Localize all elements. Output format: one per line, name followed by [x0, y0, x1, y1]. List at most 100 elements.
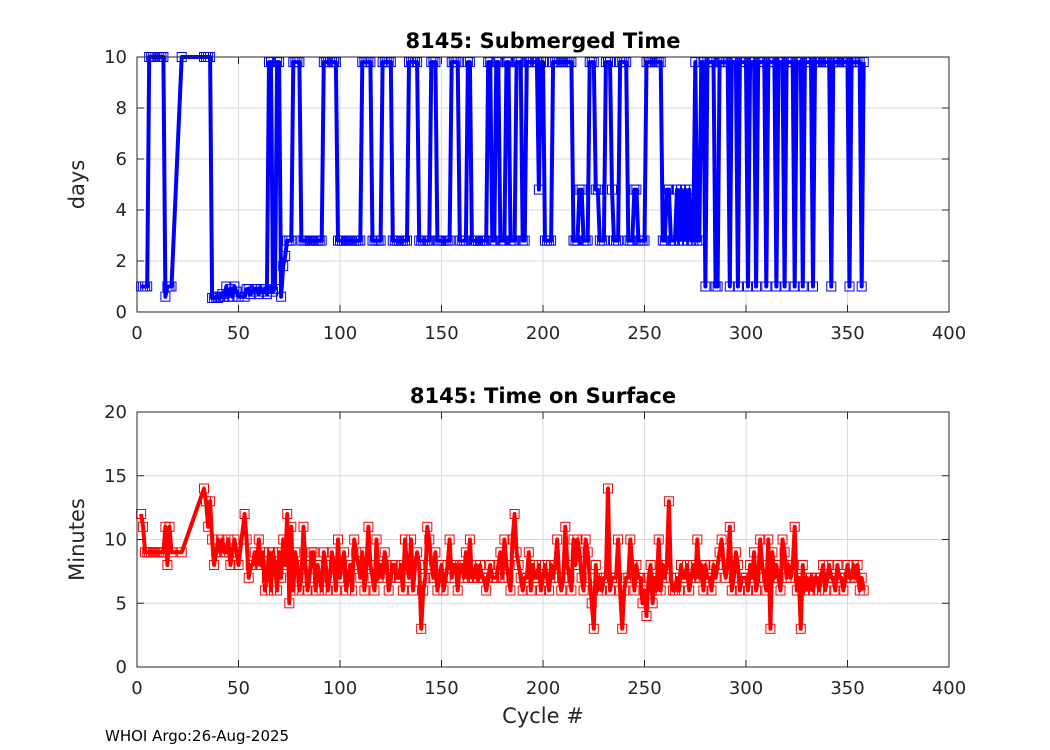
surface-time-data-point — [278, 534, 289, 545]
surface-time-data-point — [412, 547, 423, 558]
submerged-time-ytick-label: 0 — [116, 302, 127, 323]
surface-time-data-point — [814, 585, 825, 596]
surface-time-data-point — [560, 521, 571, 532]
surface-time-data-point — [550, 560, 561, 570]
surface-time-data-point — [507, 534, 518, 545]
submerged-time-data-point — [533, 184, 544, 195]
surface-time-data-point — [734, 585, 745, 596]
submerged-time-data-point — [761, 281, 772, 292]
surface-time-data-point — [548, 572, 559, 583]
surface-time-data-point — [767, 547, 778, 558]
surface-time-xtick-label: 350 — [830, 678, 864, 699]
submerged-time-data-point — [280, 250, 291, 261]
submerged-time-data-point — [402, 235, 412, 246]
surface-time-data-point — [556, 585, 567, 596]
surface-time-data-point — [540, 560, 550, 570]
submerged-time-data-point — [519, 235, 530, 246]
surface-time-xtick-label: 50 — [227, 678, 250, 699]
submerged-time-data-point — [631, 184, 642, 195]
surface-time-ytick-label: 5 — [116, 593, 127, 614]
surface-time-data-point — [436, 560, 447, 570]
surface-time-data-point — [741, 572, 751, 583]
surface-time-data-point — [272, 585, 283, 596]
surface-time-data-point — [347, 585, 358, 596]
submerged-time-data-point — [708, 57, 719, 68]
surface-time-data-point — [643, 572, 654, 583]
surface-time-data-point — [743, 585, 753, 596]
submerged-time-data-point — [700, 281, 711, 292]
submerged-time-data-point — [712, 281, 723, 292]
surface-time-data-point — [225, 560, 236, 570]
surface-time-data-point — [257, 547, 268, 558]
surface-time-ytick-label: 20 — [104, 402, 127, 423]
submerged-time-ylabel: days — [65, 160, 89, 210]
surface-time-data-point — [402, 560, 412, 570]
surface-time-data-point — [600, 572, 611, 583]
surface-time-data-point — [521, 572, 532, 583]
surface-time-data-point — [623, 572, 634, 583]
surface-time-data-point — [749, 547, 760, 558]
surface-time-data-point — [284, 598, 295, 609]
surface-time-data-point — [611, 572, 622, 583]
surface-time-data-point — [300, 560, 311, 570]
submerged-time-xtick-label: 300 — [729, 323, 763, 344]
surface-time-data-point — [661, 560, 672, 570]
submerged-time-data-point — [598, 235, 609, 246]
submerged-time-data-point — [375, 235, 386, 246]
submerged-time-data-point — [771, 281, 782, 292]
surface-time-data-point — [162, 560, 173, 570]
submerged-time-series-line — [141, 55, 866, 300]
surface-time-data-point — [205, 496, 216, 507]
surface-time-data-point — [580, 534, 591, 545]
surface-time-data-point — [357, 547, 368, 558]
surface-time-data-point — [322, 585, 333, 596]
submerged-time-title: 8145: Submerged Time — [405, 29, 680, 53]
surface-time-data-point — [797, 560, 808, 570]
surface-time-data-point — [499, 534, 510, 545]
surface-time-data-point — [345, 560, 356, 570]
submerged-time-ytick-label: 8 — [116, 98, 127, 119]
surface-time-data-point — [241, 534, 252, 545]
submerged-time-data-point — [844, 281, 855, 292]
surface-time-data-point — [298, 521, 309, 532]
surface-time-data-point — [676, 560, 686, 570]
surface-time-data-point — [428, 572, 439, 583]
surface-time-data-point — [745, 560, 756, 570]
surface-time-data-point — [381, 560, 392, 570]
surface-time-ytick-label: 10 — [104, 530, 127, 551]
surface-time-data-point — [438, 585, 449, 596]
surface-time-data-point — [558, 572, 569, 583]
surface-time-data-point — [341, 585, 352, 596]
surface-time-data-point — [308, 547, 319, 558]
surface-time-ytick-label: 0 — [116, 657, 127, 678]
surface-time-data-point — [576, 572, 587, 583]
surface-time-data-point — [525, 585, 536, 596]
surface-time-data-point — [544, 585, 555, 596]
surface-time-data-point — [229, 534, 240, 545]
surface-time-data-point — [665, 572, 676, 583]
surface-time-data-point — [584, 572, 595, 583]
surface-time-data-point — [759, 572, 770, 583]
surface-time-data-point — [371, 534, 382, 545]
surface-time-data-point — [335, 572, 345, 583]
surface-time-data-point — [777, 534, 788, 545]
submerged-time-data-point — [503, 57, 514, 68]
submerged-time-data-point — [613, 235, 624, 246]
surface-time-data-point — [787, 560, 798, 570]
surface-time-data-point — [773, 572, 784, 583]
surface-time-data-point — [324, 572, 335, 583]
surface-time-data-point — [304, 572, 315, 583]
surface-time-data-point — [838, 585, 849, 596]
submerged-time-ytick-label: 6 — [116, 149, 127, 170]
submerged-time-data-point — [233, 291, 244, 302]
surface-time-data-point — [333, 534, 343, 545]
surface-time-data-point — [292, 560, 303, 570]
surface-time-data-point — [830, 585, 841, 596]
submerged-time-data-point — [499, 235, 510, 246]
surface-time-xtick-label: 200 — [526, 678, 560, 699]
surface-time-data-point — [314, 572, 325, 583]
surface-time-data-point — [349, 534, 360, 545]
submerged-time-data-point — [515, 57, 526, 68]
submerged-time-data-point — [142, 281, 153, 292]
surface-time-data-point — [523, 547, 534, 558]
